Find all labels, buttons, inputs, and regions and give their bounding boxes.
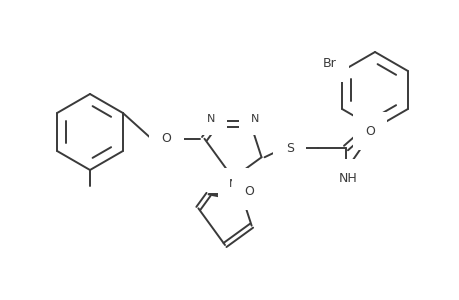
Text: N: N: [228, 179, 237, 189]
Text: O: O: [161, 132, 171, 145]
Text: Br: Br: [323, 56, 336, 70]
Text: NH: NH: [338, 172, 357, 184]
Text: S: S: [285, 142, 293, 154]
Text: O: O: [244, 185, 254, 198]
Text: O: O: [364, 124, 374, 137]
Text: N: N: [250, 114, 258, 124]
Text: N: N: [207, 114, 215, 124]
